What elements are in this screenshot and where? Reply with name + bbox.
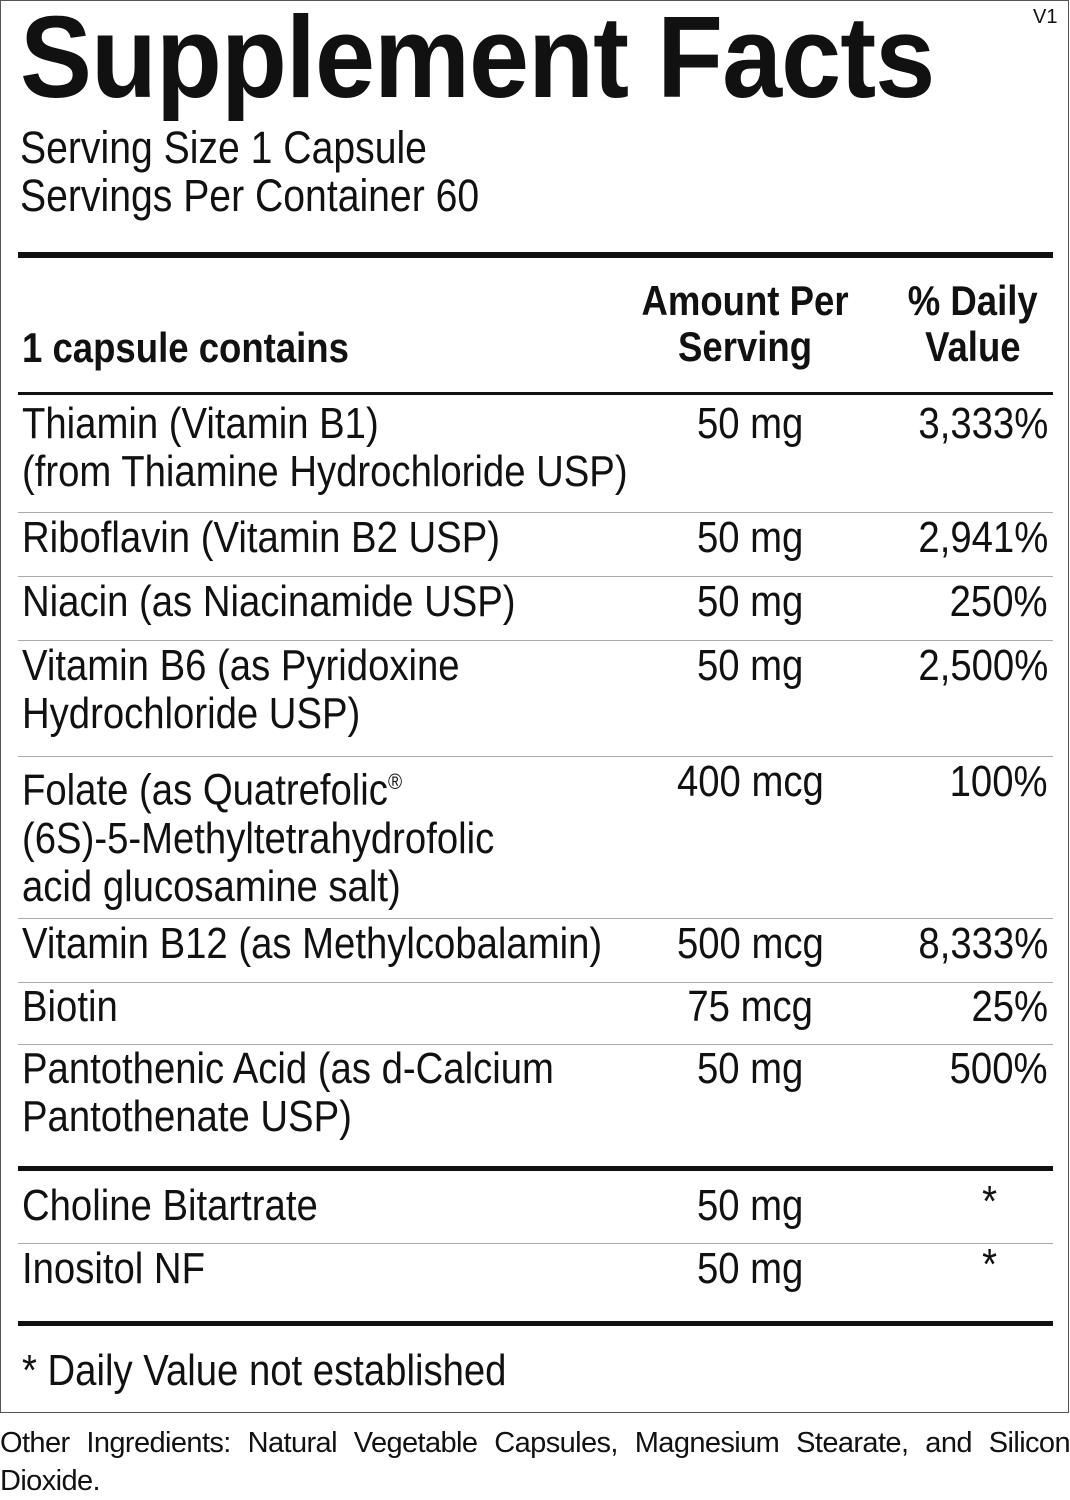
nutrient-name: Inositol NF <box>22 1245 232 1293</box>
footnote-text: * Daily Value not established <box>22 1346 507 1395</box>
amount-per-serving: 50 mg <box>640 578 860 626</box>
daily-value-text: 25% <box>971 982 1048 1031</box>
amount-text: 50 mg <box>696 1244 804 1293</box>
amount-per-serving: 75 mcg <box>640 983 860 1031</box>
amount-per-serving: 50 mg <box>640 1045 860 1093</box>
row-divider <box>18 512 1053 513</box>
nutrient-name: Niacin (as Niacinamide USP) <box>22 578 589 626</box>
panel-title: Supplement Facts <box>20 0 1003 122</box>
nutrient-name-line: Inositol NF <box>22 1244 205 1293</box>
row-divider <box>18 1243 1053 1244</box>
nutrient-name-line: Pantothenate USP) <box>22 1092 352 1141</box>
nutrient-name-line: Choline Bitartrate <box>22 1181 318 1230</box>
amount-text: 50 mg <box>696 1044 804 1093</box>
amount-per-serving: 50 mg <box>640 514 860 562</box>
daily-value-text: 2,941% <box>918 513 1048 562</box>
header-dv-line1: % Daily <box>908 277 1038 324</box>
daily-value-text: * <box>982 1177 998 1226</box>
nutrient-name: Vitamin B6 (as Pyridoxine Hydrochloride U… <box>22 642 525 738</box>
daily-value: 8,333% <box>899 920 1048 968</box>
thick-divider <box>18 252 1053 258</box>
nutrient-name-line: (6S)-5-Methyltetrahydrofolic <box>22 813 495 863</box>
daily-value-text: 100% <box>950 757 1048 806</box>
daily-value: 500% <box>935 1045 1048 1093</box>
daily-value: * <box>960 1241 1020 1289</box>
other-ingredients: Other Ingredients: Natural Vegetable Cap… <box>0 1427 1070 1497</box>
header-dv-line2: Value <box>925 323 1021 370</box>
amount-per-serving: 500 mcg <box>640 920 860 968</box>
nutrient-name-line: Riboflavin (Vitamin B2 USP) <box>22 513 500 562</box>
nutrient-name-line: Folate (as Quatrefolic® <box>22 758 402 815</box>
servings-per-container: Servings Per Container 60 <box>20 172 548 220</box>
header-daily-value: % Daily Value <box>880 278 1066 370</box>
amount-text: 400 mcg <box>676 757 824 806</box>
nutrient-name-line: acid glucosamine salt) <box>22 861 401 911</box>
nutrient-name: Thiamin (Vitamin B1) (from Thiamine Hydro… <box>22 400 718 496</box>
supplement-facts-panel <box>0 0 1069 1413</box>
nutrient-name: Pantothenic Acid (as d-Calcium Pantothena… <box>22 1045 633 1141</box>
amount-text: 50 mg <box>696 399 804 448</box>
nutrient-name-line: Niacin (as Niacinamide USP) <box>22 577 516 626</box>
daily-value-text: 8,333% <box>918 919 1048 968</box>
amount-text: 500 mcg <box>676 919 824 968</box>
header-amount-line1: Amount Per <box>641 277 849 324</box>
version-label: V1 <box>1033 6 1058 28</box>
amount-per-serving: 50 mg <box>640 642 860 690</box>
daily-value-text: 2,500% <box>918 641 1048 690</box>
row-divider <box>18 756 1053 757</box>
header-contains: 1 capsule contains <box>22 325 398 371</box>
daily-value: 2,500% <box>899 642 1048 690</box>
amount-text: 50 mg <box>696 577 804 626</box>
serving-size-text: Serving Size 1 Capsule <box>20 122 427 173</box>
daily-value: 100% <box>935 758 1048 806</box>
header-contains-text: 1 capsule contains <box>22 324 349 371</box>
amount-per-serving: 400 mcg <box>640 758 860 806</box>
amount-per-serving: 50 mg <box>640 1245 860 1293</box>
daily-value: 3,333% <box>899 400 1048 448</box>
row-divider <box>18 982 1053 983</box>
footnote: * Daily Value not established <box>22 1347 579 1395</box>
section-divider <box>18 1166 1053 1171</box>
header-amount-line2: Serving <box>677 323 813 370</box>
daily-value: 25% <box>960 983 1048 1031</box>
amount-per-serving: 50 mg <box>640 1182 860 1230</box>
amount-text: 75 mcg <box>687 982 813 1031</box>
nutrient-name-line: Thiamin (Vitamin B1) <box>22 399 379 448</box>
daily-value: 250% <box>935 578 1048 626</box>
daily-value: * <box>960 1178 1020 1226</box>
nutrient-name: Vitamin B12 (as Methylcobalamin) <box>22 920 689 968</box>
row-divider <box>18 640 1053 641</box>
amount-text: 50 mg <box>696 641 804 690</box>
title-text: Supplement Facts <box>20 0 935 122</box>
registered-mark: ® <box>387 769 403 794</box>
amount-text: 50 mg <box>696 1181 804 1230</box>
daily-value-text: 3,333% <box>918 399 1048 448</box>
nutrient-name: Folate (as Quatrefolic® (6S)-5-Methyltetr… <box>22 758 565 911</box>
servings-per-container-text: Servings Per Container 60 <box>20 170 480 221</box>
nutrient-name: Riboflavin (Vitamin B2 USP) <box>22 514 571 562</box>
nutrient-name-line: (from Thiamine Hydrochloride USP) <box>22 447 628 496</box>
nutrient-name: Biotin <box>22 983 132 1031</box>
nutrient-name-line: Vitamin B12 (as Methylcobalamin) <box>22 919 603 968</box>
daily-value: 2,941% <box>899 514 1048 562</box>
header-amount: Amount Per Serving <box>600 278 890 370</box>
nutrient-name: Choline Bitartrate <box>22 1182 362 1230</box>
row-divider <box>18 918 1053 919</box>
amount-per-serving: 50 mg <box>640 400 860 448</box>
serving-size: Serving Size 1 Capsule <box>20 124 488 172</box>
nutrient-name-line: Vitamin B6 (as Pyridoxine <box>22 641 460 690</box>
nutrient-name-line: Hydrochloride USP) <box>22 689 361 738</box>
daily-value-text: * <box>982 1240 998 1289</box>
section-divider <box>18 1321 1053 1326</box>
row-divider <box>18 1044 1053 1045</box>
amount-text: 50 mg <box>696 513 804 562</box>
row-divider <box>18 576 1053 577</box>
header-divider <box>18 392 1053 395</box>
nutrient-name-text: Folate (as Quatrefolic <box>22 765 388 815</box>
nutrient-name-line: Pantothenic Acid (as d-Calcium <box>22 1044 554 1093</box>
nutrient-name-line: Biotin <box>22 982 118 1031</box>
daily-value-text: 250% <box>950 577 1048 626</box>
daily-value-text: 500% <box>950 1044 1048 1093</box>
